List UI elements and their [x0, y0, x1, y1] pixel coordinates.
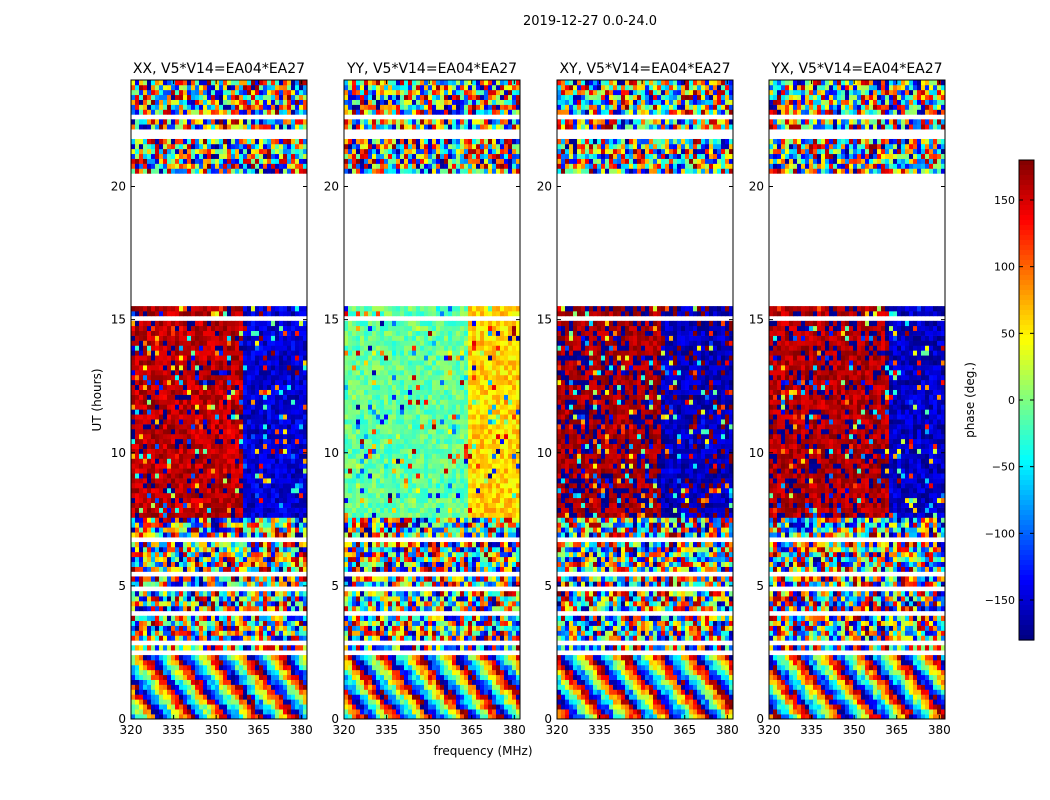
x-tick-label: 380 [928, 723, 951, 737]
y-tick-label: 5 [544, 579, 552, 593]
colorbar-tick-label: 0 [1008, 394, 1015, 407]
y-tick-label: 0 [331, 712, 339, 726]
x-tick-label: 350 [418, 723, 441, 737]
panel-2: XY, V5*V14=EA04*EA27 320 335 350 365 380 0 5 10 1… [537, 61, 739, 737]
colorbar: 150 100 50 0 −50 −100 −150 phase (deg.) [963, 159, 1035, 641]
x-tick-label: 320 [333, 723, 356, 737]
y-tick-label: 15 [324, 313, 339, 327]
phase-heatmap [131, 80, 307, 719]
x-tick-label: 350 [631, 723, 654, 737]
y-tick-label: 0 [118, 712, 126, 726]
axes-frame [556, 79, 734, 720]
y-tick-label: 20 [749, 180, 764, 194]
phase-heatmap [557, 80, 733, 719]
y-tick-label: 5 [756, 579, 764, 593]
y-tick-label: 10 [749, 446, 764, 460]
colorbar-tick-label: 50 [1001, 327, 1015, 340]
y-tick-label: 0 [756, 712, 764, 726]
panel-title: YX, V5*V14=EA04*EA27 [770, 61, 942, 77]
y-tick-label: 5 [118, 579, 126, 593]
x-tick-label: 350 [205, 723, 228, 737]
phase-heatmap [344, 80, 520, 719]
colorbar-tick-label: 100 [994, 261, 1015, 274]
axes-frame [130, 79, 308, 720]
y-tick-label: 0 [544, 712, 552, 726]
panel-3: YX, V5*V14=EA04*EA27 320 335 350 365 380 0 5 10 1… [749, 61, 951, 737]
x-tick-label: 320 [120, 723, 143, 737]
y-tick-label: 20 [324, 180, 339, 194]
y-tick-label: 15 [111, 313, 126, 327]
x-tick-label: 380 [503, 723, 526, 737]
colorbar-label: phase (deg.) [963, 362, 977, 438]
y-tick-label: 5 [331, 579, 339, 593]
x-tick-label: 380 [290, 723, 313, 737]
x-tick-label: 335 [800, 723, 823, 737]
x-tick-label: 335 [588, 723, 611, 737]
x-tick-label: 365 [247, 723, 270, 737]
x-tick-label: 335 [375, 723, 398, 737]
axes-frame [768, 79, 946, 720]
y-tick-label: 15 [537, 313, 552, 327]
x-tick-label: 365 [673, 723, 696, 737]
phase-heatmap [769, 80, 945, 719]
x-tick-label: 350 [843, 723, 866, 737]
axes-frame [343, 79, 521, 720]
y-tick-label: 10 [537, 446, 552, 460]
x-tick-label: 365 [460, 723, 483, 737]
colorbar-tick-label: −150 [985, 594, 1015, 607]
x-axis-label: frequency (MHz) [433, 744, 532, 758]
y-tick-label: 20 [111, 180, 126, 194]
x-tick-label: 320 [546, 723, 569, 737]
y-tick-label: 10 [324, 446, 339, 460]
colorbar-tick-label: −50 [992, 461, 1015, 474]
panel-0: XX, V5*V14=EA04*EA27 320 335 350 365 380 0 5 10 1… [111, 61, 313, 737]
colorbar-tick-label: −100 [985, 527, 1015, 540]
y-tick-label: 10 [111, 446, 126, 460]
panel-title: YY, V5*V14=EA04*EA27 [346, 61, 517, 77]
x-tick-label: 380 [716, 723, 739, 737]
panel-title: XY, V5*V14=EA04*EA27 [559, 61, 730, 77]
figure-suptitle: 2019-12-27 0.0-24.0 [523, 14, 657, 29]
panel-1: YY, V5*V14=EA04*EA27 320 335 350 365 380 0 5 10 1… [324, 61, 526, 737]
y-axis-label: UT (hours) [90, 368, 104, 431]
colorbar-tick-label: 150 [994, 194, 1015, 207]
x-tick-label: 365 [885, 723, 908, 737]
y-tick-label: 15 [749, 313, 764, 327]
x-tick-label: 335 [162, 723, 185, 737]
panel-title: XX, V5*V14=EA04*EA27 [133, 61, 305, 77]
x-tick-label: 320 [758, 723, 781, 737]
y-tick-label: 20 [537, 180, 552, 194]
